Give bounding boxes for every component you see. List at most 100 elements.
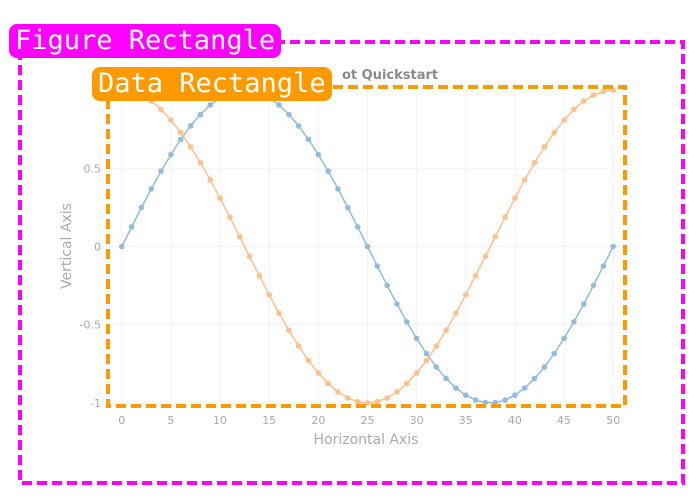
x-tick-label: 20 — [311, 414, 325, 427]
data-point-series-1 — [403, 380, 410, 387]
x-tick-label: 15 — [262, 414, 276, 427]
data-point-series-0 — [453, 385, 459, 391]
data-point-series-0 — [443, 375, 449, 382]
data-point-series-0 — [305, 136, 312, 143]
data-point-series-1 — [374, 398, 381, 405]
figure-rectangle-outline — [18, 40, 685, 485]
data-point-series-0 — [521, 385, 528, 391]
data-point-series-1 — [295, 343, 302, 349]
data-point-series-1 — [531, 159, 538, 166]
x-tick-label: 30 — [410, 414, 424, 427]
y-tick-label: 0 — [94, 241, 101, 254]
y-tick-label: -0.5 — [80, 319, 101, 332]
data-point-series-0 — [403, 319, 410, 325]
x-tick-label: 40 — [508, 414, 522, 427]
x-tick-label: 45 — [557, 414, 571, 427]
data-point-series-1 — [462, 292, 469, 298]
data-point-series-0 — [158, 168, 164, 174]
data-series — [118, 87, 617, 406]
data-point-series-0 — [364, 243, 371, 250]
data-point-series-0 — [413, 335, 420, 342]
data-point-series-1 — [325, 380, 331, 387]
data-point-series-1 — [305, 357, 312, 364]
x-axis-label: Horizontal Axis — [314, 432, 419, 448]
data-point-series-0 — [187, 123, 194, 129]
data-point-series-0 — [315, 151, 322, 158]
x-tick-label: 10 — [213, 414, 227, 427]
axis-ticks: 0 5 10 15 20 25 30 35 40 45 50 -1 -0.5 0 0.5 — [80, 162, 621, 427]
data-point-series-0 — [590, 282, 597, 289]
data-point-series-1 — [571, 106, 577, 113]
data-point-series-1 — [246, 253, 253, 260]
data-point-series-0 — [571, 319, 577, 325]
data-point-series-1 — [512, 195, 518, 201]
data-point-series-0 — [295, 123, 302, 129]
data-point-series-0 — [482, 399, 489, 406]
data-point-series-0 — [286, 111, 292, 118]
data-point-series-1 — [354, 398, 361, 405]
y-tick-label: 0.5 — [84, 162, 102, 175]
data-point-series-1 — [168, 117, 174, 123]
data-point-series-0 — [128, 224, 135, 230]
data-point-series-0 — [168, 151, 174, 158]
data-point-series-1 — [256, 272, 263, 279]
data-point-series-1 — [197, 159, 204, 166]
data-point-series-1 — [443, 327, 449, 334]
data-point-series-0 — [148, 186, 155, 192]
data-point-series-0 — [374, 263, 381, 269]
data-point-series-0 — [561, 335, 567, 342]
data-point-series-1 — [384, 395, 390, 401]
data-point-series-1 — [276, 310, 282, 316]
data-point-series-1 — [541, 144, 548, 150]
data-point-series-0 — [138, 204, 145, 211]
data-rectangle-label: Data Rectangle — [92, 67, 332, 101]
data-point-series-1 — [413, 370, 420, 376]
data-point-series-0 — [531, 375, 538, 382]
data-point-series-0 — [502, 397, 508, 403]
data-point-series-1 — [335, 389, 341, 395]
data-point-series-1 — [286, 327, 292, 334]
x-tick-label: 50 — [606, 414, 620, 427]
data-point-series-1 — [394, 389, 400, 395]
data-point-series-1 — [364, 400, 371, 406]
data-point-series-0 — [600, 263, 607, 269]
data-point-series-0 — [492, 399, 499, 406]
data-point-series-0 — [541, 364, 548, 370]
data-point-series-0 — [394, 301, 400, 307]
data-point-series-1 — [266, 292, 272, 298]
data-point-series-0 — [207, 102, 214, 108]
chart-title: ot Quickstart — [342, 68, 438, 83]
data-point-series-0 — [276, 102, 282, 108]
data-point-series-1 — [502, 214, 508, 221]
data-point-series-0 — [345, 204, 351, 211]
data-point-series-1 — [433, 343, 440, 349]
data-point-series-0 — [177, 136, 184, 143]
data-point-series-0 — [610, 243, 617, 250]
data-point-series-1 — [561, 117, 567, 123]
data-point-series-1 — [187, 144, 194, 150]
y-tick-label: -1 — [90, 397, 101, 410]
data-point-series-1 — [177, 129, 184, 136]
data-point-series-0 — [197, 111, 204, 118]
data-point-series-1 — [551, 129, 558, 136]
x-tick-label: 5 — [167, 414, 174, 427]
data-point-series-1 — [453, 310, 459, 316]
data-point-series-0 — [118, 243, 125, 250]
data-point-series-0 — [472, 397, 479, 403]
x-tick-label: 25 — [360, 414, 374, 427]
data-point-series-1 — [600, 88, 607, 95]
data-point-series-1 — [207, 177, 214, 183]
data-point-series-1 — [580, 98, 587, 104]
y-axis-label: Vertical Axis — [59, 203, 75, 289]
data-point-series-1 — [158, 106, 164, 113]
data-point-series-0 — [580, 301, 587, 307]
data-point-series-1 — [492, 233, 499, 240]
data-point-series-0 — [462, 392, 469, 399]
data-point-series-0 — [433, 364, 440, 370]
figure-rectangle-label: Figure Rectangle — [9, 24, 282, 58]
data-point-series-1 — [482, 253, 489, 260]
data-point-series-0 — [354, 224, 361, 230]
data-point-series-1 — [315, 370, 322, 376]
data-point-series-1 — [236, 233, 243, 240]
